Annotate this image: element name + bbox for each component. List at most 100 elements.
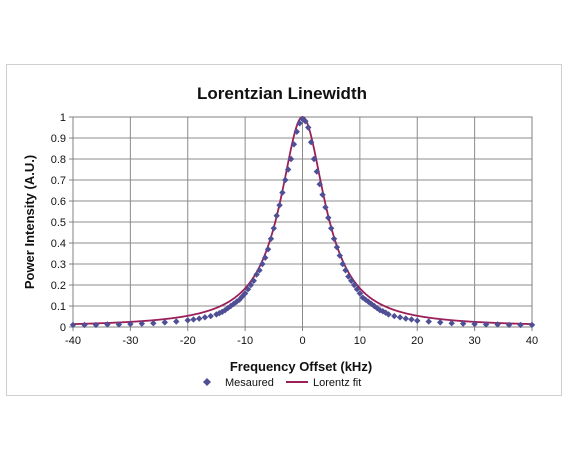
- measured-point: [402, 315, 409, 322]
- measured-point: [356, 290, 364, 297]
- grid-lines: [72, 116, 533, 328]
- measured-point: [173, 318, 180, 325]
- measured-series: [69, 115, 536, 329]
- x-tick-label: -30: [122, 335, 138, 347]
- measured-point: [494, 321, 501, 328]
- measured-point: [339, 260, 346, 268]
- measured-point: [81, 321, 88, 329]
- measured-point: [138, 320, 146, 327]
- measured-point: [459, 320, 467, 327]
- x-tick-label: -20: [180, 335, 196, 347]
- measured-point: [227, 302, 234, 310]
- y-tick-label: 1: [60, 112, 66, 124]
- y-tick-label: 0.6: [51, 196, 66, 208]
- x-tick-label: 40: [526, 335, 538, 347]
- lorentzian-chart: Lorentzian Linewidth 0 0.1 0.2 0.3 0.4 0.5 0.6…: [22, 84, 538, 389]
- x-tick-label: 0: [299, 335, 305, 347]
- measured-point: [322, 204, 329, 211]
- measured-point: [69, 321, 77, 329]
- measured-point: [325, 214, 332, 221]
- measured-point: [448, 320, 455, 327]
- measured-point: [425, 318, 432, 325]
- x-tick-label: 20: [411, 335, 423, 347]
- measured-point: [201, 314, 209, 321]
- y-tick-label: 0.3: [51, 259, 66, 271]
- legend-label-measured: Mesaured: [225, 377, 274, 389]
- measured-point: [330, 235, 338, 242]
- measured-point: [296, 120, 303, 127]
- y-tick-label: 0.1: [51, 301, 66, 313]
- measured-point: [273, 212, 280, 219]
- measured-point: [348, 277, 355, 284]
- legend-marker-measured: [203, 378, 211, 386]
- measured-point: [345, 273, 352, 280]
- measured-point: [505, 321, 513, 329]
- measured-point: [313, 168, 321, 175]
- y-tick-label: 0: [60, 322, 66, 334]
- measured-point: [244, 286, 252, 293]
- measured-point: [115, 321, 123, 328]
- measured-point: [299, 115, 306, 123]
- legend: Mesaured Lorentz fit: [203, 377, 361, 389]
- measured-point: [264, 246, 272, 253]
- y-tick-label: 0.5: [51, 217, 66, 229]
- measured-point: [256, 267, 263, 274]
- measured-point: [471, 320, 478, 328]
- y-axis-ticks: 0 0.1 0.2 0.3 0.4 0.5 0.6 0.7 0.8 0.9 1: [51, 112, 73, 334]
- measured-point: [104, 321, 111, 328]
- measured-point: [270, 225, 278, 232]
- measured-point: [482, 321, 490, 328]
- chart-title: Lorentzian Linewidth: [197, 84, 367, 103]
- measured-point: [336, 252, 343, 259]
- x-axis-ticks: -40 -30 -20 -10 0 10 20 30 40: [65, 327, 538, 347]
- measured-point: [391, 312, 398, 320]
- measured-point: [290, 141, 298, 148]
- measured-point: [437, 319, 444, 326]
- measured-point: [190, 316, 197, 323]
- measured-point: [385, 311, 392, 318]
- measured-point: [262, 254, 269, 261]
- measured-point: [279, 189, 286, 196]
- measured-point: [307, 139, 315, 146]
- x-tick-label: -10: [237, 335, 253, 347]
- measured-point: [333, 244, 341, 251]
- x-tick-label: 30: [469, 335, 481, 347]
- measured-point: [247, 281, 255, 289]
- y-tick-label: 0.2: [51, 280, 66, 292]
- x-tick-label: 10: [354, 335, 366, 347]
- x-axis-title: Frequency Offset (kHz): [230, 359, 372, 374]
- measured-point: [305, 124, 312, 131]
- x-tick-label: -40: [65, 335, 81, 347]
- measured-point: [276, 202, 283, 209]
- y-tick-label: 0.4: [51, 238, 66, 250]
- measured-point: [528, 321, 536, 329]
- legend-label-fit: Lorentz fit: [313, 377, 361, 389]
- y-tick-label: 0.7: [51, 175, 66, 187]
- measured-point: [302, 118, 309, 125]
- measured-point: [282, 176, 289, 184]
- y-tick-label: 0.8: [51, 154, 66, 166]
- measured-point: [353, 286, 361, 293]
- chart-frame: Lorentzian Linewidth 0 0.1 0.2 0.3 0.4 0.5 0.6…: [6, 64, 562, 396]
- measured-point: [319, 191, 326, 198]
- measured-point: [259, 260, 266, 268]
- measured-point: [196, 315, 203, 322]
- measured-point: [267, 235, 275, 242]
- measured-point: [342, 267, 349, 274]
- y-tick-label: 0.9: [51, 133, 66, 145]
- measured-point: [414, 317, 421, 324]
- measured-point: [396, 314, 404, 321]
- measured-point: [316, 181, 323, 188]
- measured-point: [184, 317, 191, 324]
- measured-point: [293, 128, 300, 135]
- measured-point: [150, 320, 157, 327]
- measured-point: [371, 302, 378, 310]
- measured-point: [241, 290, 249, 297]
- measured-point: [161, 319, 168, 326]
- measured-point: [350, 281, 358, 289]
- measured-point: [253, 271, 260, 278]
- measured-point: [92, 321, 100, 329]
- measured-point: [408, 316, 415, 323]
- y-axis-title: Power Intensity (A.U.): [22, 155, 37, 289]
- measured-point: [207, 312, 214, 320]
